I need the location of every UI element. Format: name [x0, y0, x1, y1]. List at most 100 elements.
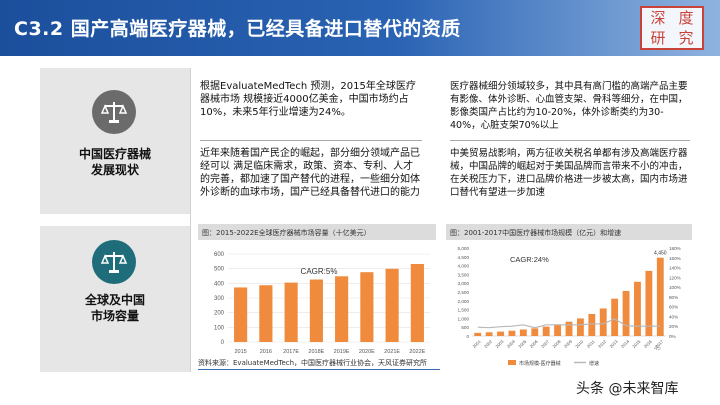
y-tick-label: 500: [461, 325, 469, 330]
chart-title: 图：2015-2022E全球医疗器械市场容量（十亿美元）: [202, 228, 371, 237]
bar: [259, 285, 273, 342]
scales-icon: [92, 90, 136, 134]
watermark: 头条 @未来智库: [576, 381, 679, 397]
bar: [588, 314, 596, 336]
y-tick-label: 200: [214, 311, 225, 317]
header-bar: C3.2 国产高端医疗器械，已经具备进口替代的资质 深 度 研 究: [0, 0, 720, 56]
x-tick-label: 2017E: [283, 349, 299, 355]
panel-label-line: 全球及中国: [84, 293, 145, 307]
y2-tick-label: 100%: [669, 285, 681, 290]
x-tick-label: 2015: [631, 338, 642, 349]
bar: [335, 276, 349, 342]
x-tick-label: 2005: [517, 338, 528, 349]
x-tick-label: 2011: [586, 339, 596, 349]
bar: [531, 328, 539, 336]
text-block-segments: 医疗器械细分领域较多，其中具有高门槛的高端产品主要 有影像、体外诊断、心血管支架…: [450, 81, 688, 131]
y-tick-label: 4,000: [458, 264, 470, 269]
scales-icon-svg: [101, 252, 127, 273]
legend-label: 增速: [589, 360, 599, 367]
y-tick-label: 2,000: [458, 299, 470, 304]
bar: [611, 298, 619, 336]
legend-label: 市场规模-医疗器械: [519, 360, 561, 367]
source-note: 资料来源：EvaluateMedTech，中国医疗器械行业协会，天风证券研究所: [198, 358, 440, 370]
page-title: C3.2 国产高端医疗器械，已经具备进口替代的资质: [14, 18, 461, 40]
bar: [645, 270, 653, 336]
bar: [474, 332, 482, 336]
chart-title: 图：2001-2017中国医疗器械市场规模（亿元）和增速: [450, 228, 621, 237]
x-tick-label: 2008: [551, 338, 562, 349]
panel-label-line: 发展现状: [90, 163, 139, 177]
bar: [284, 282, 298, 342]
bar: [599, 308, 607, 336]
chart-title-bar: [198, 224, 436, 240]
x-tick-label: 2016: [260, 349, 272, 355]
bar: [410, 263, 424, 342]
cagr-annotation: CAGR:5%: [301, 267, 338, 276]
bar: [565, 321, 573, 336]
panel-label: 全球及中国 市场容量: [40, 292, 190, 324]
y2-tick-label: 80%: [669, 295, 678, 300]
divider: [190, 68, 191, 372]
bar: [309, 279, 323, 342]
seal-char: 研: [650, 28, 666, 47]
cagr-annotation: CAGR:24%: [510, 255, 549, 264]
x-tick-label: 2009: [563, 338, 574, 349]
bar: [234, 287, 248, 342]
legend-swatch-bar: [508, 360, 516, 365]
y2-tick-label: 160%: [669, 256, 681, 261]
panel-label-line: 中国医疗器械: [78, 147, 151, 161]
bar: [360, 272, 374, 342]
bar: [385, 268, 399, 342]
panel-label: 中国医疗器械 发展现状: [40, 146, 190, 178]
page-number: 45: [654, 346, 661, 352]
x-tick-label: 2022E: [409, 349, 425, 355]
text-block-trade-war: 中美贸易战影响，两方征收关税名单都有涉及高端医疗器 械，中国品牌的崛起对于美国品…: [450, 148, 688, 198]
global-market-chart: 图：2015-2022E全球医疗器械市场容量（十亿美元） 0 100 200 300 40…: [198, 224, 436, 355]
bar: [656, 257, 664, 336]
scales-icon: [92, 240, 136, 284]
y2-tick-label: 140%: [669, 266, 681, 271]
y-tick-label: 300: [214, 296, 225, 302]
x-tick-label: 2006: [529, 338, 540, 349]
panel-development-status: 中国医疗器械 发展现状: [40, 68, 190, 214]
x-tick-label: 2004: [506, 338, 517, 349]
panel-label-line: 市场容量: [90, 309, 139, 323]
text-block-domestic-rise: 近年来随着国产民企的崛起，部分细分领域产品已经可以 满足临床需求，政策、资本、专…: [200, 148, 420, 198]
x-tick-label: 2021E: [384, 349, 400, 355]
text-block-global-market: 根据EvaluateMedTech 预测，2015年全球医疗器械市场 规模接近4…: [200, 81, 416, 118]
seal-char: 究: [678, 28, 694, 47]
bar: [519, 329, 527, 336]
divider: [450, 140, 690, 141]
end-data-label: 4,450: [654, 251, 667, 257]
x-tick-label: 2013: [609, 338, 620, 349]
bar: [576, 318, 584, 336]
seal-stamp: 深 度 研 究: [640, 6, 704, 50]
y-tick-label: 400: [214, 281, 225, 287]
y-tick-label: 5,000: [458, 246, 470, 251]
x-tick-label: 2012: [597, 338, 608, 349]
y2-tick-label: 60%: [669, 305, 678, 310]
y-tick-label: 600: [214, 252, 225, 258]
growth-line: [477, 318, 661, 329]
y-tick-label: 4,500: [458, 255, 470, 260]
x-tick-label: 2020E: [359, 349, 375, 355]
bar: [485, 332, 493, 336]
y2-tick-label: 20%: [669, 324, 678, 329]
y-tick-label: 0: [221, 340, 225, 346]
y-tick-label: 0: [466, 334, 469, 339]
bar: [497, 331, 504, 336]
y-tick-label: 2,500: [458, 290, 470, 295]
x-tick-label: 2019E: [334, 349, 350, 355]
x-tick-label: 2016: [643, 338, 654, 349]
y2-tick-label: 180%: [669, 246, 681, 251]
scales-icon-svg: [101, 102, 127, 123]
china-market-chart: 图：2001-2017中国医疗器械市场规模（亿元）和增速 0 500 1,000 1,5…: [446, 224, 692, 367]
bar: [622, 291, 630, 336]
seal-char: 深: [650, 8, 666, 27]
bar: [508, 330, 516, 336]
x-tick-label: 2015: [235, 349, 247, 355]
x-tick-label: 2001: [472, 338, 483, 349]
y-tick-label: 3,500: [458, 272, 470, 277]
seal-char: 度: [678, 8, 694, 27]
x-tick-label: 2017: [654, 338, 665, 349]
